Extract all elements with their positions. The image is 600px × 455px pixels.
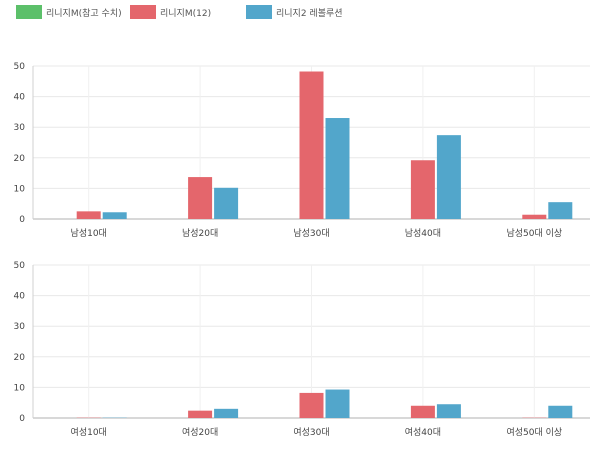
female-ytick-label: 40 <box>14 292 26 302</box>
female-age-bar-chart: 0 10 20 30 40 50 여성10대 여성20대 여성30대 여성40대 여성50대 이상 <box>0 255 600 455</box>
male-bar-2-5 <box>522 215 546 219</box>
male-bar-3-4 <box>437 135 461 219</box>
male-bar-2-4 <box>411 160 435 219</box>
male-xtick-label: 남성30대 <box>293 228 329 239</box>
male-bar-3-5 <box>548 202 572 219</box>
female-xtick-label: 여성10대 <box>71 426 107 438</box>
female-xtick-label: 여성30대 <box>293 426 329 438</box>
male-age-bar-chart: 0 10 20 30 40 50 남성10대 남성20대 남성30대 남성40대 남성50대 이상 <box>0 56 600 246</box>
legend-item-lineagem-12[interactable]: 리니지M(12) <box>130 4 211 20</box>
female-bar-3-3 <box>326 390 350 418</box>
male-xtick-label: 남성50대 이상 <box>506 228 562 239</box>
female-ytick-label: 10 <box>14 383 26 393</box>
male-bar-2-1 <box>77 211 101 219</box>
female-xtick-label: 여성50대 이상 <box>506 426 562 438</box>
legend-item-lineage2-revolution[interactable]: 리니지2 레볼루션 <box>246 4 343 20</box>
female-ytick-label: 50 <box>14 261 26 271</box>
female-bar-2-3 <box>300 393 324 418</box>
female-bar-3-2 <box>214 409 238 418</box>
male-bar-2-3 <box>300 72 324 219</box>
female-bar-2-2 <box>188 411 212 418</box>
female-bar-3-5 <box>548 406 572 418</box>
legend-swatch-blue <box>246 5 272 19</box>
male-bar-3-2 <box>214 188 238 219</box>
legend-swatch-red <box>130 5 156 19</box>
legend-swatch-green <box>16 5 42 19</box>
male-bar-3-1 <box>103 212 127 219</box>
female-xtick-label: 여성20대 <box>182 426 218 438</box>
male-ytick-label: 0 <box>19 215 25 225</box>
male-bar-3-3 <box>326 118 350 219</box>
female-ytick-label: 20 <box>14 353 26 363</box>
legend-label: 리니지2 레볼루션 <box>276 6 343 19</box>
male-ytick-label: 20 <box>14 154 26 164</box>
male-ytick-label: 30 <box>14 123 26 133</box>
male-xtick-label: 남성40대 <box>405 228 441 239</box>
male-ytick-label: 50 <box>14 62 26 72</box>
female-bar-3-4 <box>437 404 461 418</box>
female-xtick-label: 여성40대 <box>405 426 441 438</box>
female-ytick-label: 0 <box>19 414 25 424</box>
male-xtick-label: 남성20대 <box>182 228 218 239</box>
legend-item-lineagem-reference[interactable]: 리니지M(참고 수치) <box>16 4 122 20</box>
male-ytick-label: 40 <box>14 93 26 103</box>
legend-label: 리니지M(참고 수치) <box>46 6 122 19</box>
legend-label: 리니지M(12) <box>160 6 211 19</box>
male-ytick-label: 10 <box>14 184 26 194</box>
female-ytick-label: 30 <box>14 322 26 332</box>
female-bar-2-4 <box>411 406 435 418</box>
male-xtick-label: 남성10대 <box>71 228 107 239</box>
male-bar-2-2 <box>188 177 212 219</box>
